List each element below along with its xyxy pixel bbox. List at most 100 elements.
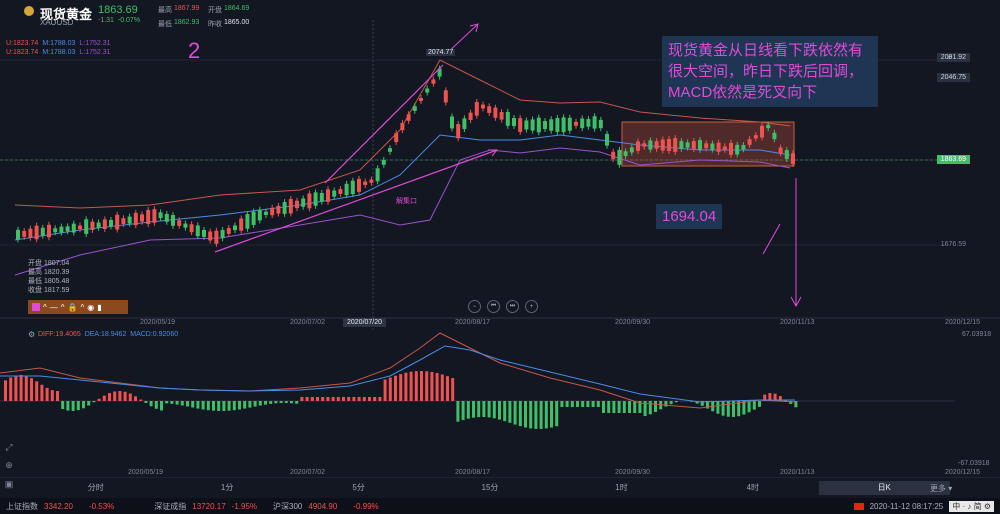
ohlc-info: 开盘 1807.04 最高 1820.39 最低 1805.48 收盘 1817.59: [28, 260, 70, 294]
candle: [462, 118, 467, 130]
macd-bar: [726, 401, 730, 417]
candle: [96, 222, 101, 228]
stat-value: 1864.69: [224, 5, 250, 12]
tab-period-active[interactable]: 日K: [818, 481, 950, 495]
macd-bar: [394, 375, 397, 401]
price-label-secondary: 2046.75: [936, 73, 970, 82]
macd-bar: [524, 401, 527, 428]
candle: [109, 219, 113, 227]
macd-bar: [498, 401, 501, 420]
candle: [202, 229, 206, 237]
fullscreen-icon[interactable]: ▣: [4, 479, 14, 489]
trash-icon[interactable]: ▮: [97, 302, 102, 312]
macd-bar: [274, 401, 278, 404]
drawing-toolbar[interactable]: ^ — ^ 🔒 ^ ◉ ▮: [28, 300, 128, 314]
candle: [226, 228, 231, 234]
candle: [530, 119, 535, 131]
macd-bar: [201, 401, 205, 410]
index-name[interactable]: 深证成指: [154, 501, 187, 511]
tab-period[interactable]: 5分: [352, 483, 365, 492]
index-name[interactable]: 上证指数: [6, 501, 38, 511]
x-tick: 2020/05/19: [140, 319, 176, 326]
tab-period[interactable]: 1时: [615, 483, 628, 492]
tab-period[interactable]: 4时: [746, 483, 760, 492]
tab-period[interactable]: 1分: [220, 483, 234, 492]
caret-up-icon[interactable]: ^: [60, 302, 65, 312]
color-swatch-icon[interactable]: [32, 303, 40, 311]
caret-up-icon[interactable]: ^: [80, 302, 85, 312]
tab-period[interactable]: 15分: [481, 483, 499, 492]
annotation-note[interactable]: 现货黄金从日线看下跌依然有很大空间，昨日下跌后回调，MACD依然是死叉向下: [662, 36, 878, 107]
macd-bar: [165, 401, 169, 404]
macd-bar: [643, 401, 647, 417]
macd-bar: [253, 401, 257, 407]
macd-bar: [513, 401, 517, 425]
candle: [592, 116, 597, 129]
candle: [493, 107, 498, 118]
candle: [679, 141, 684, 149]
macd-bar: [539, 401, 543, 429]
candlestick-chart[interactable]: [0, 0, 1000, 330]
bollinger-lower: [14, 147, 791, 276]
zoom-in-icon[interactable]: +: [525, 300, 538, 313]
eye-icon[interactable]: ◉: [87, 302, 95, 312]
macd-bar: [217, 401, 221, 411]
candle: [617, 149, 622, 165]
caret-up-icon[interactable]: ^: [43, 302, 47, 312]
scroll-right-icon[interactable]: ⏭: [506, 300, 519, 313]
candle: [34, 225, 39, 240]
macd-bar: [383, 379, 387, 401]
macd-chart[interactable]: [0, 328, 1000, 478]
ime-toolbar[interactable]: 中 · ♪ 简 ⚙: [949, 500, 994, 512]
candle: [685, 142, 690, 148]
settings-icon[interactable]: ⚙: [28, 330, 36, 339]
candle: [543, 121, 547, 129]
lock-icon[interactable]: 🔒: [67, 302, 78, 312]
candle: [586, 119, 591, 127]
candle: [282, 202, 287, 214]
zoom-icon[interactable]: ⊕: [5, 460, 13, 470]
close-icon[interactable]: ×: [947, 53, 952, 62]
macd-bar: [50, 390, 54, 401]
macd-bar: [602, 401, 605, 413]
line-style-icon[interactable]: —: [49, 302, 58, 312]
macd-bar: [196, 401, 200, 409]
macd-bar: [648, 401, 652, 415]
datetime: 2020-11-12 08:17:25: [869, 501, 944, 511]
x-tick: 2020/09/30: [615, 319, 651, 326]
candle: [636, 141, 640, 151]
macd-bar: [284, 401, 288, 404]
chevron-down-icon[interactable]: ▾: [86, 7, 90, 14]
candle: [561, 117, 566, 133]
macd-bar: [747, 401, 751, 413]
macd-bar: [326, 397, 330, 401]
symbol-title[interactable]: 现货黄金: [40, 7, 93, 22]
candle: [363, 181, 368, 185]
macd-bar: [144, 401, 148, 404]
candle: [555, 118, 560, 132]
candle: [487, 106, 492, 113]
macd-bar: [321, 397, 325, 401]
candle: [450, 116, 454, 129]
more-button[interactable]: 更多 ▾: [930, 484, 953, 493]
macd-x-tick: 2020/11/13: [780, 469, 815, 476]
macd-bar: [420, 371, 423, 401]
macd-bar: [508, 401, 512, 423]
scroll-left-icon[interactable]: ⏮: [487, 300, 500, 313]
price-label-current: 1863.69: [936, 155, 970, 164]
candle: [648, 140, 653, 150]
macd-bar: [108, 393, 111, 401]
expand-icon[interactable]: ⤢: [5, 442, 13, 452]
macd-bar: [690, 401, 694, 402]
x-tick: 2020/08/17: [455, 319, 491, 326]
macd-bar: [534, 401, 538, 429]
trend-line-lower: [214, 149, 498, 253]
zoom-out-icon[interactable]: −: [468, 300, 481, 313]
candle: [208, 231, 213, 241]
tab-period[interactable]: 分时: [87, 483, 104, 492]
macd-x-tick: 2020/08/17: [455, 469, 491, 476]
candle: [691, 140, 696, 150]
index-name[interactable]: 沪深300: [273, 501, 303, 511]
arrow-bounce: [762, 223, 781, 255]
target-price-label[interactable]: 1694.04: [656, 204, 723, 229]
